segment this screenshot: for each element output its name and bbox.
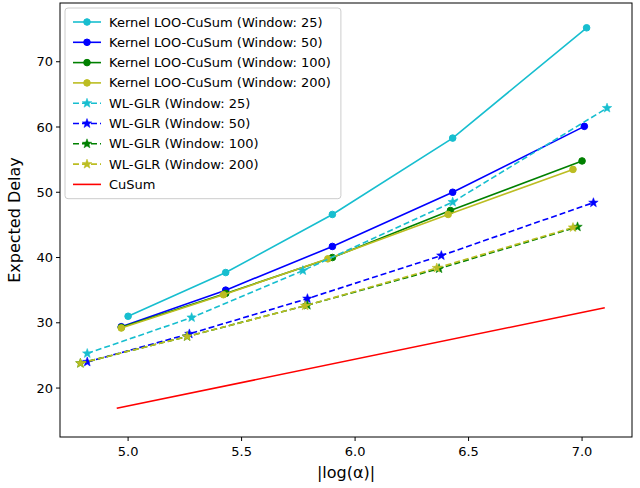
- x-tick: [582, 437, 583, 441]
- y-tick-label: 20: [36, 381, 53, 396]
- x-tick: [355, 437, 356, 441]
- y-tick: [56, 192, 60, 193]
- x-tick-label: 5.5: [231, 444, 252, 459]
- y-tick-label: 30: [36, 315, 53, 330]
- series-marker: [220, 291, 227, 298]
- chart: 5.0 5.5 6.0 6.5 7.0 20 30 40 50 60 70 |log(α)| Expec…: [0, 0, 640, 488]
- series-marker: [118, 324, 125, 331]
- series-line: [80, 227, 577, 363]
- series-marker: [187, 313, 197, 322]
- series-line: [87, 108, 607, 353]
- legend-marker: [84, 59, 91, 66]
- series-marker: [448, 197, 458, 206]
- legend-marker: [82, 139, 92, 148]
- x-tick-label: 6.5: [458, 444, 479, 459]
- legend-marker: [84, 80, 91, 87]
- series-marker: [182, 331, 192, 340]
- series-marker: [300, 301, 310, 310]
- y-tick: [56, 257, 60, 258]
- legend-label: WL-GLR (Window: 25): [109, 96, 250, 111]
- y-tick-label: 70: [36, 54, 53, 69]
- x-tick-label: 6.0: [345, 444, 366, 459]
- series-marker: [298, 266, 308, 275]
- series-marker: [437, 251, 447, 260]
- series-marker: [568, 223, 578, 232]
- series-line: [80, 228, 573, 364]
- legend-marker: [82, 98, 92, 107]
- legend-marker: [84, 19, 91, 26]
- legend-label: Kernel LOO-CuSum (Window: 200): [109, 75, 331, 90]
- legend-label: WL-GLR (Window: 200): [109, 157, 259, 172]
- plot-frame: [60, 3, 632, 437]
- series-marker: [570, 166, 577, 173]
- y-tick: [56, 322, 60, 323]
- legend-marker: [82, 119, 92, 128]
- legend-label: WL-GLR (Window: 100): [109, 136, 259, 151]
- plot-area: [76, 25, 612, 409]
- series-marker: [76, 358, 86, 367]
- series-marker: [76, 358, 86, 367]
- series-marker: [445, 211, 452, 218]
- legend-label: Kernel LOO-CuSum (Window: 50): [109, 35, 323, 50]
- series-marker: [118, 325, 125, 332]
- series-marker: [325, 256, 332, 263]
- series-marker: [222, 269, 229, 276]
- x-tick: [241, 437, 242, 441]
- legend: Kernel LOO-CuSum (Window: 25) Kernel LOO-…: [65, 8, 341, 199]
- legend-label: Kernel LOO-CuSum (Window: 100): [109, 55, 331, 70]
- series-line: [87, 203, 593, 362]
- x-tick-label: 7.0: [572, 444, 593, 459]
- y-tick-label: 50: [36, 185, 53, 200]
- x-tick: [128, 437, 129, 441]
- series-marker: [589, 198, 599, 207]
- series-marker: [449, 189, 456, 196]
- x-tick-label: 5.0: [118, 444, 139, 459]
- legend-marker: [82, 159, 92, 168]
- series-marker: [602, 103, 612, 112]
- series-marker: [432, 263, 442, 272]
- y-tick: [56, 127, 60, 128]
- legend-line: [73, 184, 101, 186]
- legend-label: WL-GLR (Window: 50): [109, 116, 250, 131]
- series-marker: [449, 135, 456, 142]
- x-tick: [468, 437, 469, 441]
- y-tick-label: 40: [36, 250, 53, 265]
- series-marker: [329, 211, 336, 218]
- series-marker: [182, 331, 192, 340]
- series-marker: [583, 25, 590, 32]
- y-tick: [56, 61, 60, 62]
- series-marker: [82, 348, 92, 357]
- series-line: [117, 308, 605, 409]
- series-marker: [579, 158, 586, 165]
- x-axis-label: |log(α)|: [317, 463, 375, 482]
- legend-box: [65, 8, 341, 199]
- y-axis-label: Expected Delay: [5, 157, 24, 283]
- series-marker: [329, 243, 336, 250]
- y-tick-label: 60: [36, 120, 53, 135]
- series-marker: [125, 313, 132, 320]
- legend-label: Kernel LOO-CuSum (Window: 25): [109, 15, 323, 30]
- legend-label: CuSum: [109, 177, 155, 192]
- legend-marker: [84, 39, 91, 46]
- y-tick: [56, 388, 60, 389]
- series-marker: [581, 123, 588, 130]
